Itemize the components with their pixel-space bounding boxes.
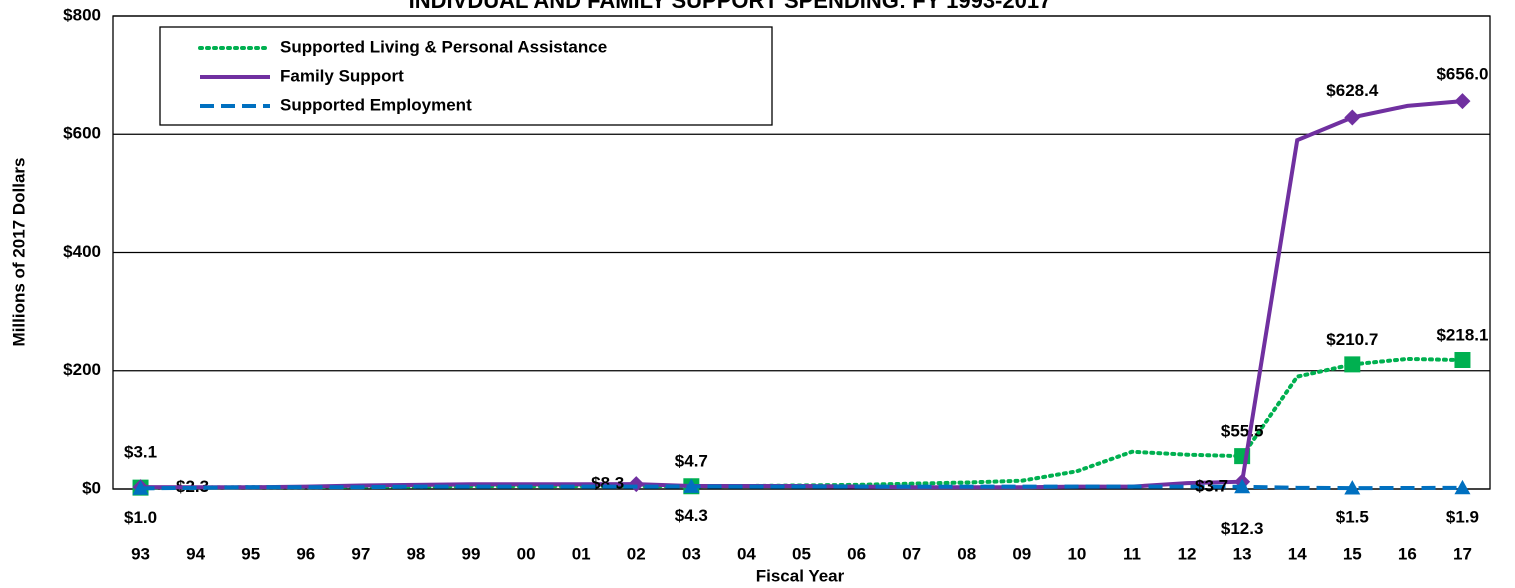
series-line bbox=[140, 484, 1463, 491]
value-label: $12.3 bbox=[1221, 519, 1264, 538]
x-tick-label: 05 bbox=[792, 544, 811, 563]
x-tick-label: 94 bbox=[186, 544, 205, 563]
x-tick-label: 08 bbox=[957, 544, 976, 563]
value-label: $3.1 bbox=[124, 443, 157, 462]
x-tick-label: 96 bbox=[296, 544, 315, 563]
value-label: $8.3 bbox=[591, 474, 624, 493]
value-label: $218.1 bbox=[1436, 326, 1488, 345]
y-axis-label: Millions of 2017 Dollars bbox=[9, 158, 28, 347]
x-tick-label: 02 bbox=[627, 544, 646, 563]
y-tick-label: $600 bbox=[63, 124, 101, 143]
x-tick-label: 03 bbox=[682, 544, 701, 563]
x-tick-label: 93 bbox=[131, 544, 150, 563]
x-tick-label: 01 bbox=[572, 544, 591, 563]
value-label: $628.4 bbox=[1326, 81, 1379, 100]
value-label: $210.7 bbox=[1326, 330, 1378, 349]
data-point bbox=[1234, 478, 1251, 494]
value-label: $4.3 bbox=[675, 506, 708, 525]
x-tick-label: 09 bbox=[1012, 544, 1031, 563]
y-tick-label: $0 bbox=[82, 478, 101, 497]
data-point bbox=[628, 476, 645, 493]
series-line bbox=[138, 356, 1465, 490]
x-axis-label: Fiscal Year bbox=[756, 566, 845, 585]
y-tick-label: $800 bbox=[63, 5, 101, 24]
x-tick-label: 97 bbox=[351, 544, 370, 563]
x-tick-label: 98 bbox=[406, 544, 425, 563]
x-tick-label: 95 bbox=[241, 544, 260, 563]
plot-frame bbox=[112, 15, 1491, 490]
value-label: $656.0 bbox=[1436, 65, 1488, 84]
x-tick-label: 14 bbox=[1288, 544, 1307, 563]
data-point bbox=[1454, 479, 1471, 495]
legend-label: Supported Living & Personal Assistance bbox=[280, 37, 607, 56]
x-tick-label: 00 bbox=[517, 544, 536, 563]
x-tick-label: 11 bbox=[1123, 544, 1141, 563]
value-label: $1.5 bbox=[1336, 508, 1369, 527]
data-point bbox=[1454, 352, 1471, 369]
value-label: $1.9 bbox=[1446, 507, 1479, 526]
x-tick-label: 10 bbox=[1067, 544, 1086, 563]
series-line bbox=[140, 99, 1463, 490]
x-tick-label: 12 bbox=[1178, 544, 1197, 563]
data-point bbox=[132, 480, 149, 495]
x-tick-label: 16 bbox=[1398, 544, 1417, 563]
x-tick-label: 07 bbox=[902, 544, 921, 563]
data-point bbox=[1344, 109, 1361, 126]
x-tick-label: 15 bbox=[1343, 544, 1362, 563]
legend-label: Supported Employment bbox=[280, 95, 472, 114]
x-tick-label: 04 bbox=[737, 544, 756, 563]
data-point bbox=[1344, 480, 1361, 495]
value-label: $55.5 bbox=[1221, 422, 1264, 441]
x-tick-label: 17 bbox=[1453, 544, 1472, 563]
y-tick-label: $200 bbox=[63, 360, 101, 379]
data-point bbox=[683, 478, 700, 493]
data-point bbox=[1454, 93, 1471, 110]
x-tick-label: 99 bbox=[462, 544, 481, 563]
legend-label: Family Support bbox=[280, 66, 404, 85]
data-point bbox=[1344, 356, 1361, 373]
x-tick-label: 13 bbox=[1233, 544, 1252, 563]
value-label: $1.0 bbox=[124, 508, 157, 527]
x-tick-label: 06 bbox=[847, 544, 866, 563]
value-label: $3.7 bbox=[1195, 476, 1228, 495]
value-label: $4.7 bbox=[675, 452, 708, 471]
y-tick-label: $400 bbox=[63, 242, 101, 261]
chart-title: INDIVDUAL AND FAMILY SUPPORT SPENDING: F… bbox=[409, 0, 1052, 13]
